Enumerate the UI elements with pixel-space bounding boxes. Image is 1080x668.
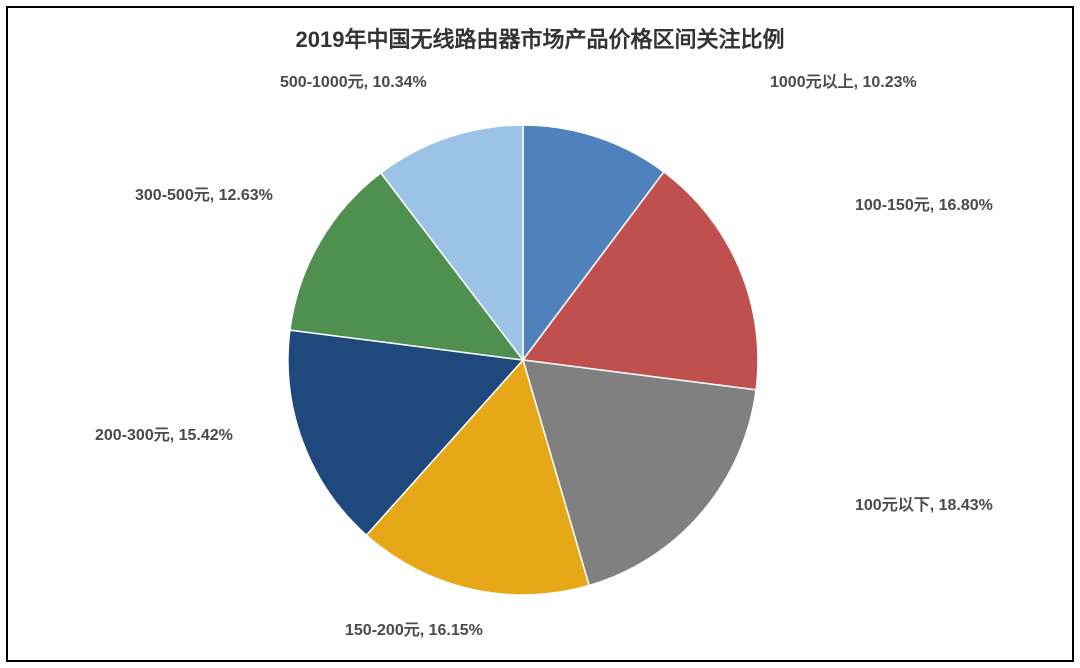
- pie-label: 1000元以上, 10.23%: [770, 73, 917, 91]
- pie-label: 150-200元, 16.15%: [345, 622, 483, 639]
- chart-frame: 2019年中国无线路由器市场产品价格区间关注比例 1000元以上, 10.23%…: [0, 0, 1080, 668]
- pie-chart: 1000元以上, 10.23% 100-150元, 16.80% 100元以下, 1…: [0, 0, 1080, 668]
- pie-label: 200-300元, 15.42%: [95, 427, 233, 444]
- pie-label: 100元以下, 18.43%: [855, 496, 993, 514]
- pie-label: 300-500元, 12.63%: [135, 187, 273, 204]
- pie-label: 500-1000元, 10.34%: [280, 74, 427, 91]
- pie-label: 100-150元, 16.80%: [855, 197, 993, 214]
